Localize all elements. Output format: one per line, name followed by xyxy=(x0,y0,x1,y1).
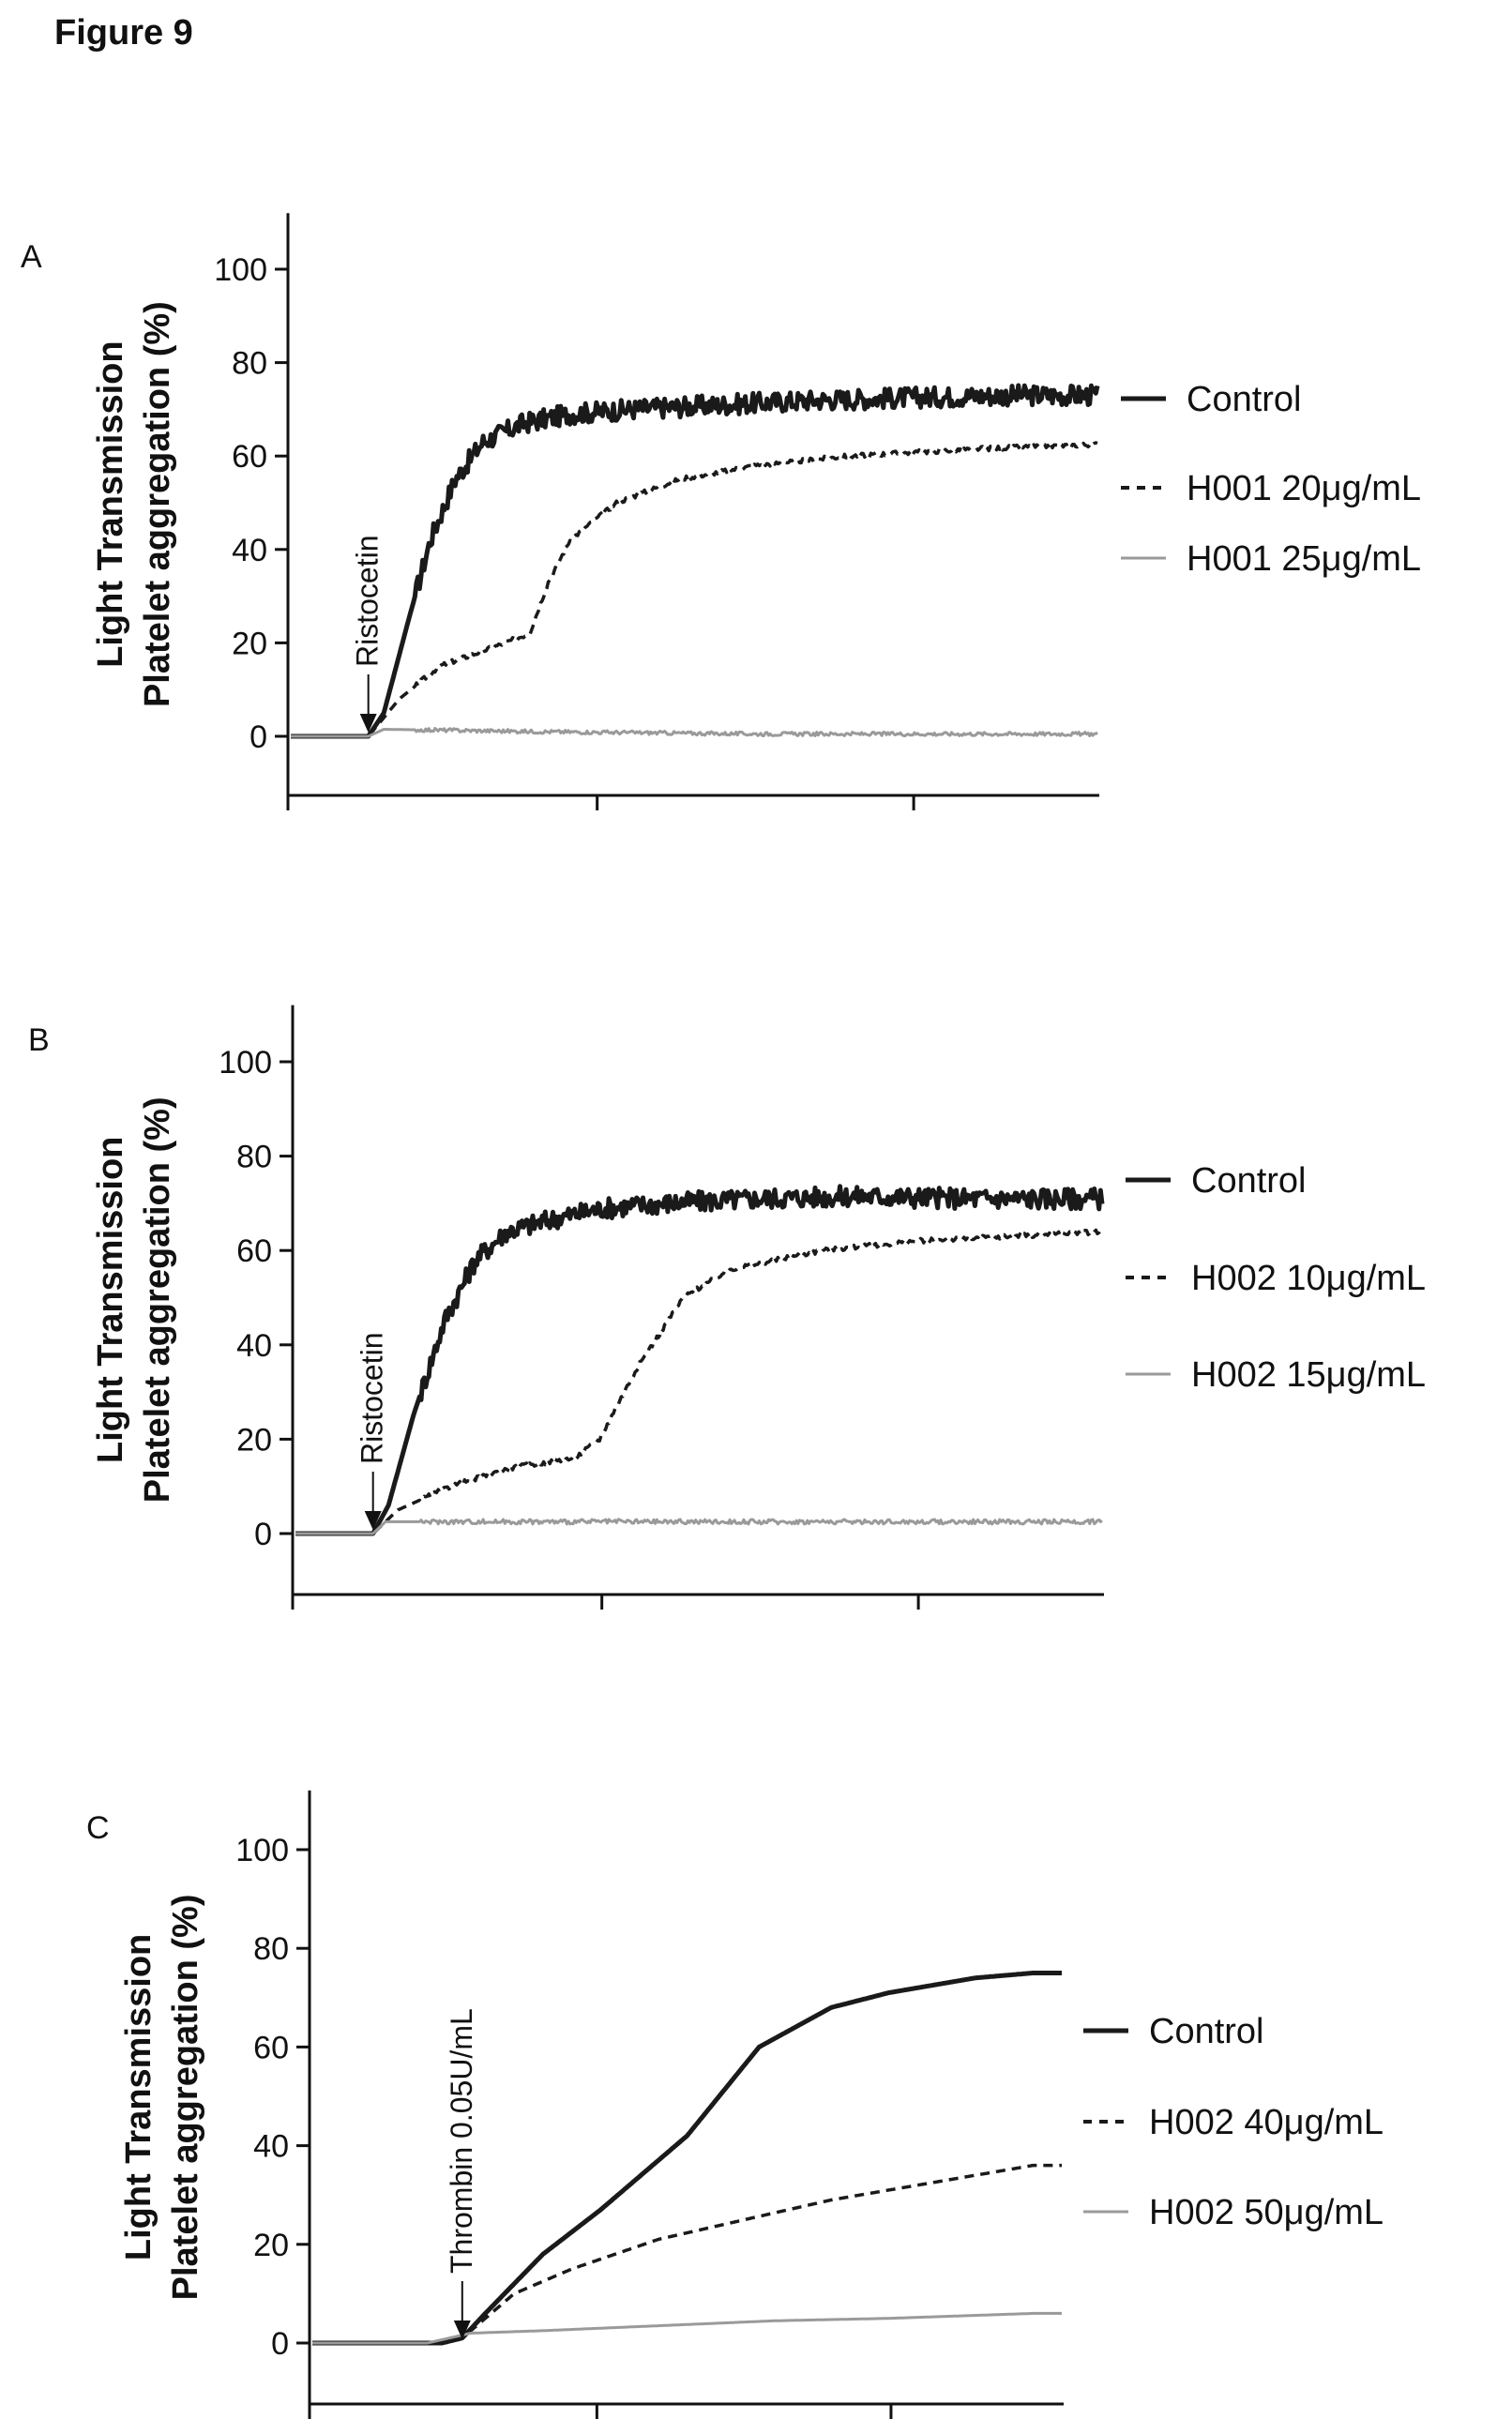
legend-label: H002 40μg/mL xyxy=(1149,2103,1383,2142)
y-axis-label: Light Transmission xyxy=(91,340,130,667)
series-line-0 xyxy=(290,383,1100,739)
annotation-arrow-head xyxy=(453,2321,471,2339)
panel-letter: B xyxy=(28,1022,50,1058)
y-tick-label: 20 xyxy=(232,626,267,661)
series-line-1 xyxy=(311,2163,1063,2345)
figure-title: Figure 9 xyxy=(54,13,193,53)
legend-label: Control xyxy=(1149,2012,1264,2051)
chart-panel-c: C 0 20 40 60 80 100 Light Transmission Platelet … xyxy=(86,1790,1383,2419)
annotation-label: Thrombin 0.05U/mL xyxy=(445,2008,478,2274)
y-tick-label: 60 xyxy=(232,439,267,475)
series-line-0 xyxy=(295,1184,1105,1536)
y-tick-label: 80 xyxy=(236,1140,272,1175)
y-axis-label: Platelet aggregation (%) xyxy=(166,1895,205,2301)
y-tick-label: 0 xyxy=(254,1517,272,1552)
y-tick-label: 60 xyxy=(236,1233,272,1269)
y-tick-label: 80 xyxy=(253,1931,289,1967)
legend-label: H002 10μg/mL xyxy=(1191,1259,1426,1298)
y-tick-label: 60 xyxy=(253,2030,289,2065)
series-line-2 xyxy=(295,1518,1103,1535)
panel-letter: C xyxy=(86,1810,110,1846)
y-axis-label: Platelet aggregation (%) xyxy=(138,301,177,707)
series-line-0 xyxy=(311,1971,1063,2346)
chart-panel-a: A 0 20 40 60 80 100 Light Transmission Platelet … xyxy=(21,213,1421,810)
annotation-label: Ristocetin xyxy=(355,1333,389,1465)
y-tick-label: 40 xyxy=(253,2129,289,2165)
series-line-1 xyxy=(290,440,1098,738)
y-tick-label: 0 xyxy=(271,2326,289,2362)
annotation-label: Ristocetin xyxy=(351,536,385,668)
y-tick-label: 40 xyxy=(232,533,267,568)
series-line-2 xyxy=(291,727,1098,738)
y-tick-label: 100 xyxy=(219,1045,272,1081)
legend-label: H001 25μg/mL xyxy=(1187,539,1421,579)
y-axis-label: Platelet aggregation (%) xyxy=(138,1096,177,1503)
y-axis-label: Light Transmission xyxy=(119,1934,159,2260)
panel-letter: A xyxy=(21,239,42,275)
legend-label: H002 50μg/mL xyxy=(1149,2193,1383,2232)
y-tick-label: 80 xyxy=(232,346,267,382)
legend-label: Control xyxy=(1191,1161,1307,1201)
legend-label: Control xyxy=(1187,380,1302,419)
annotation-arrow-head xyxy=(359,714,377,733)
y-tick-label: 20 xyxy=(253,2228,289,2263)
y-tick-label: 100 xyxy=(235,1833,289,1868)
y-tick-label: 40 xyxy=(236,1328,272,1364)
y-tick-label: 100 xyxy=(214,252,267,288)
legend-label: H002 15μg/mL xyxy=(1191,1355,1426,1395)
legend-label: H001 20μg/mL xyxy=(1187,469,1421,508)
chart-panel-b: B 0 20 40 60 80 100 Light Transmission Platelet … xyxy=(28,1005,1426,1610)
y-tick-label: 0 xyxy=(249,719,267,755)
series-line-1 xyxy=(295,1227,1103,1535)
y-tick-label: 20 xyxy=(236,1422,272,1458)
annotation-arrow-head xyxy=(364,1511,382,1530)
series-line-2 xyxy=(312,2311,1062,2345)
y-axis-label: Light Transmission xyxy=(91,1137,130,1463)
